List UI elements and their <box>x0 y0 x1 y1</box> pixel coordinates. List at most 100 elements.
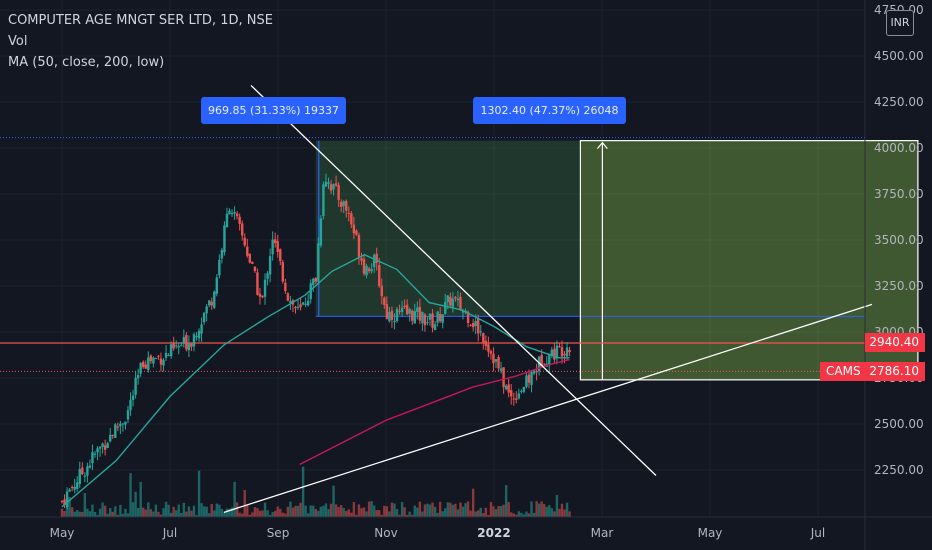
volume-bar <box>147 502 150 517</box>
candle-body <box>284 282 287 292</box>
volume-bar <box>111 511 114 517</box>
candle-body <box>385 304 389 319</box>
candle-body <box>182 337 186 344</box>
x-axis[interactable]: May Jul Sep Nov 2022 Mar May Jul <box>0 516 932 540</box>
volume-bar <box>167 504 170 517</box>
candle-body <box>403 305 406 308</box>
volume-bar <box>213 510 216 517</box>
volume-bar <box>380 514 383 517</box>
volume-bar <box>558 508 561 517</box>
candle-body <box>378 265 381 286</box>
volume-indicator-label[interactable]: Vol <box>8 34 28 49</box>
candle-body <box>251 261 254 264</box>
volume-bar <box>271 512 274 517</box>
chart-legend: COMPUTER AGE MNGT SER LTD, 1D, NSE Vol M… <box>8 10 273 73</box>
candle-body <box>360 258 363 261</box>
volume-bar <box>86 508 89 517</box>
ma-indicator-label[interactable]: MA (50, close, 200, low) <box>8 55 165 70</box>
volume-bar <box>144 509 147 517</box>
volume-bar <box>306 513 310 517</box>
candle-body <box>548 354 551 365</box>
y-tick-label: 4500.00 <box>874 49 924 63</box>
candle-body <box>208 300 211 306</box>
candle-body <box>489 351 493 354</box>
x-tick-label: 2022 <box>477 526 510 540</box>
trendlines[interactable] <box>223 84 873 513</box>
volume-bar <box>499 506 503 517</box>
volume-bar <box>489 502 493 517</box>
candle-body <box>271 239 274 255</box>
candle-body <box>258 293 262 297</box>
measure-zones <box>0 137 919 381</box>
volume-bar <box>324 503 328 517</box>
volume-bar <box>312 505 315 517</box>
volume-bar <box>527 513 531 517</box>
volume-bar <box>408 511 411 517</box>
volume-bar <box>327 508 330 517</box>
volume-bar <box>230 507 234 517</box>
candle-body <box>192 334 196 347</box>
volume-bar <box>537 503 541 517</box>
volume-bar <box>413 505 416 517</box>
candle-body <box>134 377 137 395</box>
measure-2-arrowhead <box>596 141 608 150</box>
volume-bar <box>347 509 350 517</box>
candle-body <box>98 446 102 449</box>
candle-body <box>149 355 153 362</box>
volume-bar <box>428 504 432 517</box>
volume-bar <box>276 506 279 517</box>
x-tick-label: Jul <box>162 526 177 540</box>
volume-bar <box>398 514 401 517</box>
volume-bar <box>469 510 472 517</box>
volume-bar <box>471 488 475 517</box>
volume-bar <box>279 508 282 517</box>
volume-bar <box>172 506 175 517</box>
volume-bar <box>65 505 69 517</box>
candle-body <box>540 354 543 367</box>
volume-bar <box>136 507 140 517</box>
volume-bar <box>190 510 193 517</box>
volume-bar <box>116 514 120 517</box>
candle-body <box>76 482 79 489</box>
candle-body <box>367 268 371 272</box>
candle-body <box>309 283 312 300</box>
candle-body <box>233 212 236 214</box>
volume-bar <box>220 508 224 517</box>
candle-body <box>263 279 267 297</box>
volume-bar <box>197 470 201 517</box>
candle-body <box>337 184 340 200</box>
volume-bar <box>98 508 102 517</box>
volume-bar <box>131 502 135 517</box>
volume-bar <box>334 504 338 517</box>
candle-body <box>119 423 122 427</box>
candle-body <box>225 213 229 228</box>
candle-body <box>456 298 460 301</box>
volume-bar <box>492 506 495 517</box>
volume-bar <box>332 485 335 517</box>
candle-body <box>273 239 277 243</box>
candle-body <box>345 200 348 211</box>
candle-body <box>383 297 386 305</box>
volume-bar <box>162 508 165 517</box>
volume-bar <box>482 513 485 517</box>
candle-body <box>512 398 515 400</box>
candle-body <box>253 266 257 272</box>
candle-body <box>355 230 358 235</box>
y-tick-label: 3250.00 <box>874 279 924 293</box>
volume-bar <box>339 505 343 517</box>
candle-body <box>147 357 150 371</box>
volume-bar <box>532 512 536 517</box>
volume-bar <box>345 510 348 517</box>
volume-bar <box>568 511 571 517</box>
candle-body <box>380 285 383 297</box>
candle-body <box>319 218 323 246</box>
symbol-title[interactable]: COMPUTER AGE MNGT SER LTD, 1D, NSE <box>8 13 273 28</box>
currency-button[interactable]: INR <box>886 10 914 36</box>
volume-bar <box>286 506 290 517</box>
candle-body <box>154 357 158 359</box>
volume-bar <box>268 514 272 517</box>
candle-body <box>63 499 66 505</box>
candle-body <box>517 393 521 399</box>
volume-bar <box>182 502 186 517</box>
